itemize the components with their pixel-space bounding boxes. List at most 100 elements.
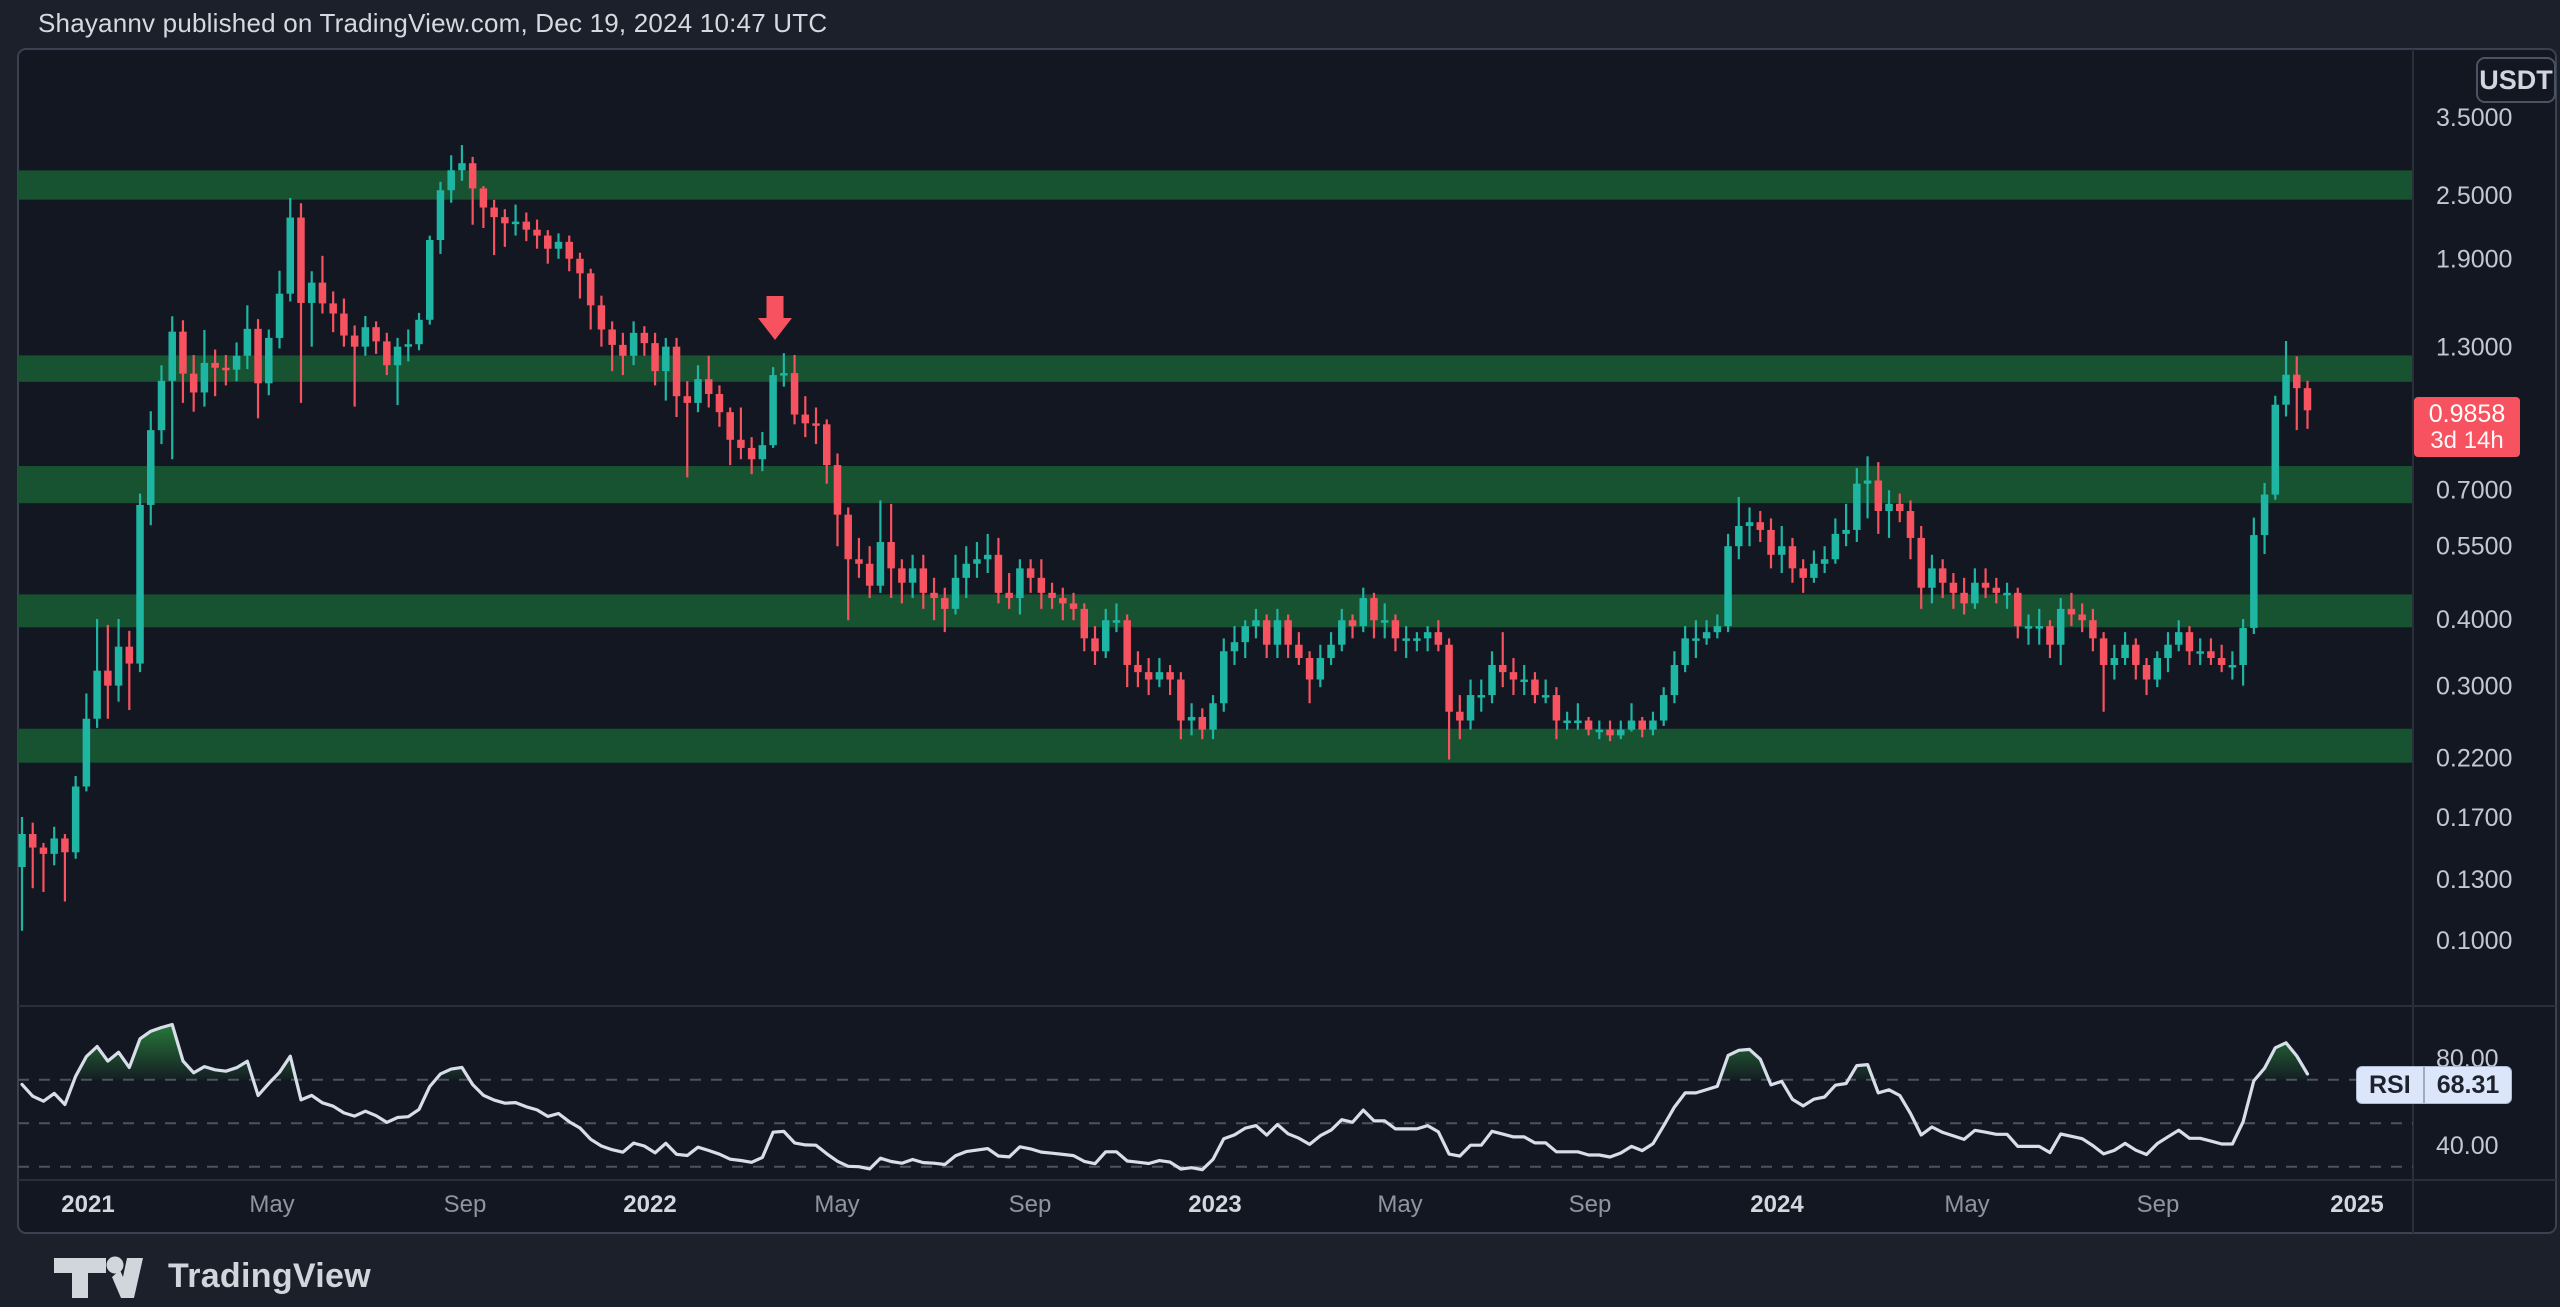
candle <box>511 221 520 225</box>
candle <box>2089 620 2097 639</box>
candle <box>1971 582 1979 604</box>
candle <box>458 163 466 171</box>
candle <box>1123 620 1131 665</box>
price-tick-label: 0.1700 <box>2436 804 2512 832</box>
candle <box>265 337 273 384</box>
candle <box>833 465 842 515</box>
candle <box>479 188 488 208</box>
candle <box>876 542 885 586</box>
candle <box>2099 638 2108 665</box>
candle <box>1498 664 1507 673</box>
tradingview-attribution[interactable]: TradingView <box>52 1252 371 1300</box>
candle <box>104 670 112 686</box>
candle <box>275 293 284 338</box>
time-tick-label: May <box>1377 1191 1422 1218</box>
candle <box>629 332 638 356</box>
candle <box>1488 664 1496 696</box>
candle <box>1316 658 1325 680</box>
time-tick-label: 2021 <box>61 1191 114 1218</box>
candle <box>1359 598 1367 627</box>
candle <box>2293 374 2301 389</box>
candle <box>468 163 477 189</box>
rsi-tick-label: 40.00 <box>2436 1132 2499 1160</box>
currency-toggle-button[interactable]: USDT <box>2476 57 2556 103</box>
candle <box>1938 568 1947 583</box>
candle <box>887 542 895 569</box>
rsi-value-badge[interactable]: RSI 68.31 <box>2356 1066 2513 1104</box>
candle <box>941 598 949 609</box>
candle <box>790 373 799 415</box>
candle <box>1863 480 1872 484</box>
candle <box>71 786 80 853</box>
candle <box>254 328 262 384</box>
candle <box>608 329 616 345</box>
candle <box>1230 642 1239 652</box>
candle <box>1144 672 1153 680</box>
price-tick-label: 1.9000 <box>2436 246 2512 274</box>
candle <box>1112 620 1121 623</box>
candle <box>1220 651 1228 704</box>
zone-band <box>18 466 2413 504</box>
candles-layer[interactable] <box>18 145 2312 931</box>
candle <box>147 430 155 505</box>
last-price-badge: 0.9858 3d 14h <box>2414 397 2520 457</box>
candle <box>1906 511 1915 538</box>
candle <box>1059 598 1067 604</box>
candle <box>930 592 938 599</box>
zone-band <box>18 355 2413 382</box>
candle <box>393 346 402 366</box>
candle <box>1928 568 1936 588</box>
zone-band <box>18 170 2413 200</box>
candle <box>662 346 670 372</box>
candle <box>1745 522 1754 527</box>
candle <box>1284 620 1292 645</box>
candle <box>823 424 831 466</box>
candle <box>865 563 874 586</box>
candle <box>1177 679 1185 721</box>
candle <box>1885 503 1893 512</box>
candle <box>1509 672 1518 680</box>
candle <box>619 344 627 356</box>
price-tick-label: 0.1300 <box>2436 866 2512 894</box>
candle <box>2035 626 2043 629</box>
candle <box>2217 658 2226 665</box>
time-tick-label: May <box>1944 1191 1989 1218</box>
candle <box>425 240 434 320</box>
candle <box>501 217 509 224</box>
candle <box>1670 664 1679 696</box>
candle <box>2110 658 2119 665</box>
candle <box>1617 729 1625 736</box>
candle <box>1649 720 1657 730</box>
candle <box>1295 644 1303 659</box>
candle <box>157 380 166 431</box>
candle <box>2078 614 2086 621</box>
candle <box>1134 664 1142 673</box>
rsi-line <box>20 1022 2310 1172</box>
candle <box>1091 638 1099 652</box>
candle <box>1434 632 1443 645</box>
price-tick-label: 3.5000 <box>2436 104 2512 132</box>
price-axis[interactable]: 3.5000 2.5000 1.9000 1.3000 0.7000 0.5500 0.40… <box>2436 104 2512 955</box>
candle <box>1241 626 1249 643</box>
candle <box>1810 563 1818 578</box>
candle <box>1380 620 1389 623</box>
candle <box>737 439 745 448</box>
candle <box>1595 729 1604 733</box>
candle <box>307 282 316 303</box>
candle <box>18 833 26 868</box>
candle <box>2250 535 2258 628</box>
price-tick-label: 0.2200 <box>2436 744 2512 772</box>
candle <box>2056 608 2065 645</box>
price-tick-label: 1.3000 <box>2436 333 2512 361</box>
down-arrow-annotation[interactable] <box>758 296 792 340</box>
candle <box>2046 626 2054 645</box>
time-tick-label: May <box>249 1191 294 1218</box>
price-tick-label: 0.4000 <box>2436 606 2512 634</box>
time-axis[interactable]: 2021 May Sep 2022 May Sep 2023 May Sep 2024 May Sep… <box>61 1191 2383 1218</box>
candle <box>844 514 852 560</box>
candle <box>1252 620 1260 627</box>
tradingview-brand-text: TradingView <box>168 1256 371 1295</box>
tradingview-logo-icon <box>54 1256 143 1298</box>
candle <box>2153 658 2162 680</box>
